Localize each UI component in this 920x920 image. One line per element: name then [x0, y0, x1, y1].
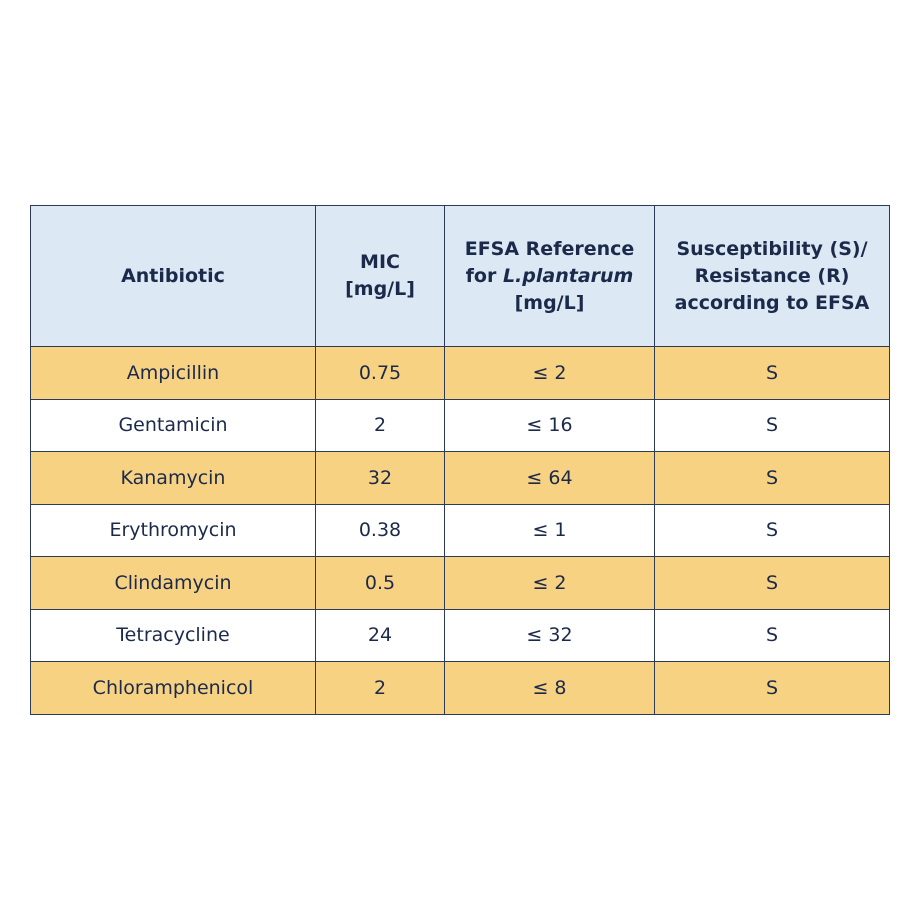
header-mic: MIC [mg/L] [315, 205, 445, 347]
header-susc-line3: according to EFSA [674, 291, 870, 314]
cell-mic: 0.75 [315, 346, 445, 400]
cell-efsa: ≤ 2 [444, 346, 655, 400]
antibiotic-susceptibility-table-container: Antibiotic MIC [mg/L] EFSA Reference for… [30, 205, 890, 715]
cell-antibiotic: Clindamycin [30, 556, 316, 610]
cell-result: S [654, 398, 890, 452]
header-susc-line1: Susceptibility (S)/ [676, 237, 868, 260]
cell-mic: 24 [315, 608, 445, 662]
cell-efsa: ≤ 8 [444, 661, 655, 715]
cell-mic: 32 [315, 451, 445, 505]
cell-antibiotic: Tetracycline [30, 608, 316, 662]
cell-antibiotic: Ampicillin [30, 346, 316, 400]
cell-efsa: ≤ 32 [444, 608, 655, 662]
table-header: Antibiotic MIC [mg/L] EFSA Reference for… [30, 205, 890, 347]
header-efsa-line2-prefix: for [465, 264, 503, 287]
header-antibiotic: Antibiotic [30, 205, 316, 347]
table-row: Clindamycin 0.5 ≤ 2 S [30, 556, 890, 610]
header-antibiotic-label: Antibiotic [121, 264, 225, 287]
cell-efsa: ≤ 64 [444, 451, 655, 505]
cell-antibiotic: Gentamicin [30, 398, 316, 452]
cell-efsa: ≤ 16 [444, 398, 655, 452]
cell-mic: 2 [315, 661, 445, 715]
table-row: Tetracycline 24 ≤ 32 S [30, 608, 890, 662]
table-row: Ampicillin 0.75 ≤ 2 S [30, 346, 890, 400]
cell-antibiotic: Chloramphenicol [30, 661, 316, 715]
cell-mic: 0.38 [315, 503, 445, 557]
header-mic-line2: [mg/L] [345, 278, 415, 300]
table-row: Chloramphenicol 2 ≤ 8 S [30, 661, 890, 715]
header-susceptibility: Susceptibility (S)/ Resistance (R) accor… [654, 205, 890, 347]
header-efsa-line3: [mg/L] [514, 291, 585, 314]
header-efsa-line1: EFSA Reference [464, 237, 635, 260]
header-susc-line2: Resistance (R) [694, 264, 850, 287]
cell-result: S [654, 451, 890, 505]
cell-result: S [654, 503, 890, 557]
header-row: Antibiotic MIC [mg/L] EFSA Reference for… [30, 205, 890, 347]
header-efsa-line2: for L.plantarum [445, 263, 654, 290]
cell-efsa: ≤ 1 [444, 503, 655, 557]
header-efsa-species: L.plantarum [502, 264, 634, 287]
table-row: Erythromycin 0.38 ≤ 1 S [30, 503, 890, 557]
cell-result: S [654, 608, 890, 662]
cell-result: S [654, 661, 890, 715]
cell-mic: 0.5 [315, 556, 445, 610]
cell-antibiotic: Erythromycin [30, 503, 316, 557]
table-row: Gentamicin 2 ≤ 16 S [30, 398, 890, 452]
cell-result: S [654, 346, 890, 400]
antibiotic-susceptibility-table: Antibiotic MIC [mg/L] EFSA Reference for… [30, 205, 890, 715]
header-efsa-reference: EFSA Reference for L.plantarum [mg/L] [444, 205, 655, 347]
table-body: Ampicillin 0.75 ≤ 2 S Gentamicin 2 ≤ 16 … [30, 346, 890, 715]
cell-mic: 2 [315, 398, 445, 452]
cell-antibiotic: Kanamycin [30, 451, 316, 505]
cell-efsa: ≤ 2 [444, 556, 655, 610]
header-mic-line1: MIC [360, 251, 400, 273]
cell-result: S [654, 556, 890, 610]
table-row: Kanamycin 32 ≤ 64 S [30, 451, 890, 505]
